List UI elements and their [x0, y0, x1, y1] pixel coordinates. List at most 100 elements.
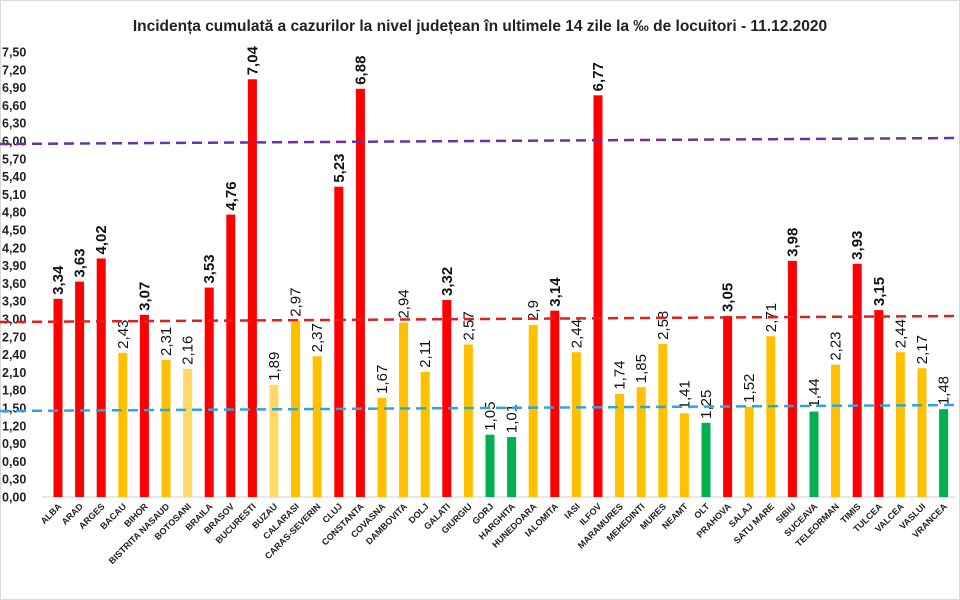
category-label: ALBA	[39, 501, 64, 526]
bar-sibiu	[787, 260, 797, 497]
y-tick-label: 6,30	[2, 117, 26, 131]
bar-iasi	[571, 352, 581, 497]
bar-gorj	[485, 434, 495, 497]
value-label: 1,85	[633, 354, 650, 383]
value-label: 1,01	[504, 404, 521, 433]
bar-dolj	[420, 371, 430, 497]
value-label: 2,17	[914, 335, 931, 364]
value-label: 2,16	[180, 336, 197, 365]
value-label: 4,76	[223, 181, 240, 210]
reference-line-1-5	[0, 403, 960, 413]
bar-bucuresti	[247, 79, 257, 497]
y-tick-label: 1,20	[2, 419, 26, 433]
value-label: 5,23	[331, 153, 348, 182]
bar-harghita	[507, 437, 517, 497]
y-tick-label: 2,70	[2, 330, 26, 344]
bar-cluj	[334, 186, 344, 498]
y-tick-label: 0,90	[2, 437, 26, 451]
bar-dambovita	[399, 322, 409, 497]
value-label: 3,63	[72, 248, 89, 277]
bar-botosani	[183, 368, 193, 497]
value-label: 1,41	[676, 380, 693, 409]
value-label: 3,15	[871, 277, 888, 306]
value-label: 2,37	[309, 323, 326, 352]
bar-neamt	[679, 413, 689, 497]
bar-brasov	[226, 214, 236, 497]
value-label: 3,98	[784, 228, 801, 257]
bar-alba	[53, 298, 63, 497]
y-tick-label: 3,00	[2, 313, 26, 327]
value-label: 2,58	[655, 311, 672, 340]
y-tick-label: 0,00	[2, 491, 26, 505]
y-tick-label: 1,50	[2, 402, 26, 416]
value-label: 2,43	[115, 320, 132, 349]
bar-constanta	[355, 88, 365, 497]
reference-line-6	[0, 136, 960, 146]
bar-braila	[204, 287, 214, 497]
y-tick-label: 2,10	[2, 366, 26, 380]
y-tick-label: 3,60	[2, 277, 26, 291]
value-label: 7,04	[244, 45, 261, 75]
bar-tulcea	[874, 310, 884, 497]
y-tick-label: 5,40	[2, 170, 26, 184]
bar-maramures	[615, 393, 625, 497]
value-label: 2,94	[396, 289, 413, 318]
y-tick-label: 0,60	[2, 455, 26, 469]
value-label: 2,44	[568, 319, 585, 348]
value-label: 1,48	[936, 376, 953, 405]
bar-olt	[701, 422, 711, 497]
bar-bistrita-nasaud	[161, 359, 171, 497]
value-label: 1,67	[374, 365, 391, 394]
bar-vaslui	[917, 368, 927, 497]
y-tick-label: 1,80	[2, 384, 26, 398]
bar-caras-severin	[312, 356, 322, 497]
value-label: 3,07	[136, 282, 153, 311]
y-tick-label: 0,30	[2, 473, 26, 487]
chart-title: Incidența cumulată a cazurilor la nivel …	[132, 18, 828, 35]
value-label: 4,02	[93, 225, 110, 254]
bar-ilfov	[593, 95, 603, 498]
value-label: 6,88	[352, 56, 369, 85]
bar-bacau	[118, 352, 128, 497]
value-label: 1,52	[741, 374, 758, 403]
bar-hunedoara	[528, 324, 538, 497]
y-tick-label: 2,40	[2, 348, 26, 362]
value-label: 6,77	[590, 62, 607, 91]
value-label: 2,31	[158, 327, 175, 356]
bar-valcea	[895, 352, 905, 497]
bar-mehedinti	[636, 387, 646, 497]
value-label: 2,9	[525, 300, 542, 321]
value-label: 3,05	[720, 283, 737, 312]
value-label: 2,23	[828, 331, 845, 360]
y-tick-label: 5,10	[2, 188, 26, 202]
value-label: 3,14	[547, 277, 564, 307]
value-label: 3,32	[439, 267, 456, 296]
y-tick-label: 5,70	[2, 152, 26, 166]
value-label: 1,44	[806, 378, 823, 407]
bar-covasna	[377, 397, 387, 497]
bar-arges	[96, 258, 106, 497]
value-label: 1,05	[482, 401, 499, 430]
y-tick-label: 7,50	[2, 46, 26, 60]
value-label: 1,89	[266, 352, 283, 381]
value-label: 2,11	[417, 340, 434, 368]
y-tick-label: 3,30	[2, 295, 26, 309]
bar-suceava	[809, 411, 819, 497]
value-label: 2,97	[288, 288, 305, 317]
value-label: 3,53	[201, 254, 218, 283]
y-tick-label: 7,20	[2, 63, 26, 77]
y-tick-label: 6,90	[2, 81, 26, 95]
bar-satu-mare	[766, 336, 776, 497]
bar-giurgiu	[463, 344, 473, 497]
reference-line-3	[0, 314, 960, 324]
y-tick-label: 6,60	[2, 99, 26, 113]
y-tick-label: 4,50	[2, 224, 26, 238]
y-tick-label: 6,00	[2, 135, 26, 149]
bar-buzau	[269, 384, 279, 497]
y-tick-label: 3,90	[2, 259, 26, 273]
bar-teleorman	[831, 364, 841, 497]
bar-arad	[75, 281, 85, 497]
value-label: 1,74	[612, 361, 629, 390]
bar-ialomita	[550, 310, 560, 497]
